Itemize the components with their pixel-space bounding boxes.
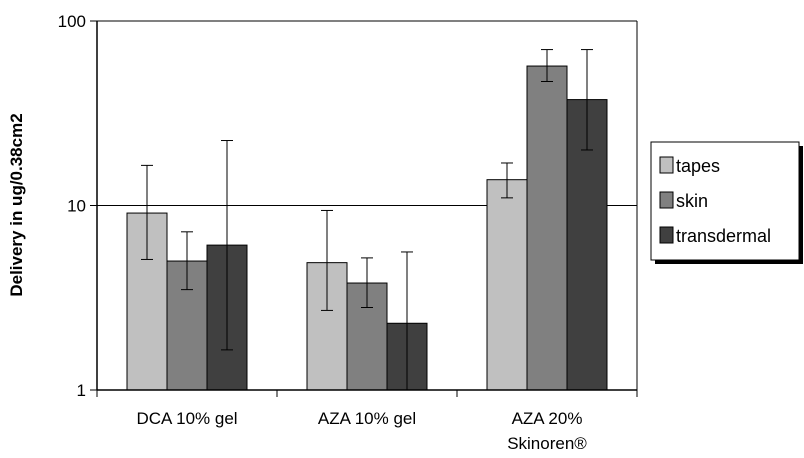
legend-box	[650, 141, 800, 261]
x-tick-label: AZA 20%	[512, 409, 583, 428]
y-tick-label: 100	[58, 12, 86, 31]
legend-swatch-transdermal	[659, 226, 674, 244]
y-axis-label: Delivery in ug/0.38cm2	[7, 113, 26, 296]
bar-tapes	[486, 179, 528, 391]
legend-label-transdermal: transdermal	[676, 226, 771, 246]
legend-swatch-skin	[659, 191, 674, 209]
x-tick-label-line2: Skinoren®	[507, 434, 587, 453]
bar-skin	[526, 65, 568, 391]
x-tick-label: DCA 10% gel	[136, 409, 237, 428]
y-tick-label: 10	[67, 197, 86, 216]
y-tick-label: 1	[77, 381, 86, 400]
legend-label-tapes: tapes	[676, 156, 720, 176]
legend-swatch-tapes	[659, 156, 674, 174]
x-tick-label: AZA 10% gel	[318, 409, 416, 428]
legend: tapes skin transdermal	[650, 141, 803, 264]
legend-label-skin: skin	[676, 191, 708, 211]
plot-area: 1 10 100 DCA 10% gel AZA 10% gel AZA 20% Skino…	[58, 12, 638, 453]
